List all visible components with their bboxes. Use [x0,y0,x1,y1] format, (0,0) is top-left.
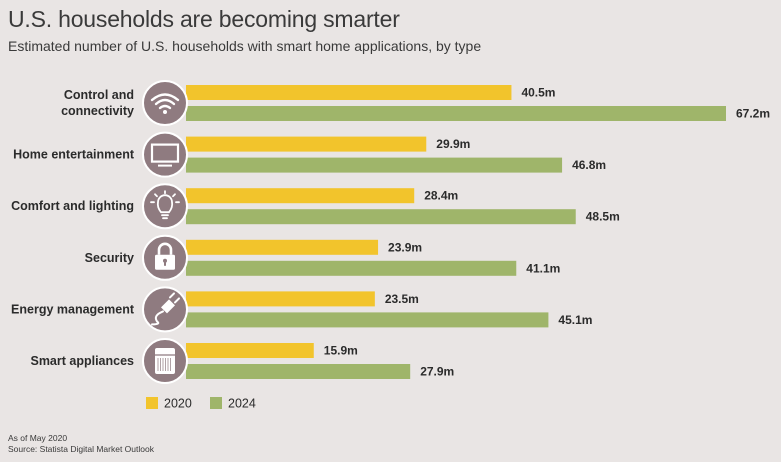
data-label: 15.9m [324,344,358,358]
category-label: Home entertainment [13,148,135,162]
wifi-icon [142,80,188,126]
data-label: 23.5m [385,292,419,306]
bar-2024 [186,106,726,121]
data-label: 67.2m [736,107,770,121]
legend-label: 2024 [228,397,256,411]
data-label: 46.8m [572,158,606,172]
data-label: 28.4m [424,189,458,203]
chart-title: U.S. households are becoming smarter [8,6,400,32]
washing-machine-icon [142,338,188,384]
category-label: Smart appliances [30,354,134,368]
bar-2020 [186,188,415,204]
category-label: Energy management [11,302,135,316]
lightbulb-icon [142,183,188,230]
data-label: 45.1m [558,313,592,327]
bar-2020 [186,343,314,358]
category-label: Comfort and lighting [11,199,134,213]
data-label: 23.9m [388,240,422,254]
data-label: 48.5m [586,210,620,224]
category-label: Security [85,251,134,265]
source-text: Source: Statista Digital Market Outlook [8,444,154,454]
note-text: As of May 2020 [8,433,68,443]
legend-swatch-2024 [210,397,222,409]
category-label: Control and connectivity [61,88,134,118]
bar-2024 [186,312,549,328]
tv-icon [142,131,188,178]
bar-2020 [186,291,375,307]
bar-2020 [186,85,512,100]
chart-subtitle: Estimated number of U.S. households with… [8,38,482,54]
data-label: 27.9m [420,365,454,379]
data-label: 40.5m [521,86,555,100]
data-label: 29.9m [436,137,470,151]
legend-label: 2020 [164,397,192,411]
plug-icon [142,286,188,333]
bar-2024 [186,157,563,173]
bar-2024 [186,364,411,379]
bar-2024 [186,260,517,276]
footnotes: As of May 2020 Source: Statista Digital … [8,433,154,455]
legend-swatch-2020 [146,397,158,409]
bar-2020 [186,239,379,255]
bar-2020 [186,136,427,152]
bar-2024 [186,209,576,225]
data-label: 41.1m [526,261,560,275]
padlock-icon [142,234,188,281]
